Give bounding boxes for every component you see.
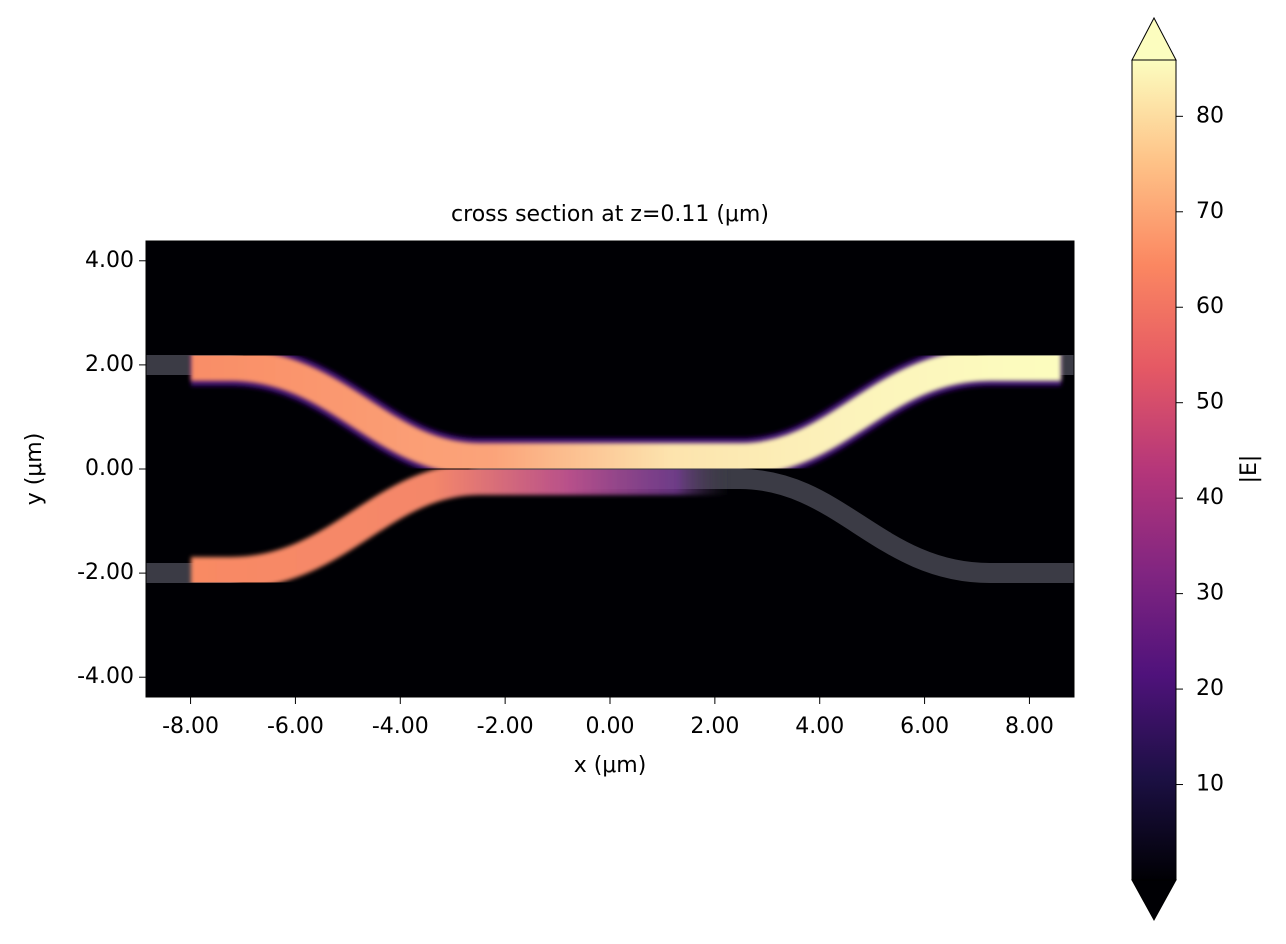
y-tick-label: 4.00 — [85, 248, 134, 273]
colorbar-tick-label: 30 — [1196, 581, 1224, 606]
colorbar-tick-label: 20 — [1196, 676, 1224, 701]
colorbar-tick-label: 10 — [1196, 772, 1224, 797]
x-tick-label: 2.00 — [690, 714, 739, 739]
colorbar-tick-label: 40 — [1196, 485, 1224, 510]
colorbar-tick-label: 60 — [1196, 294, 1224, 319]
y-axis-label: y (μm) — [22, 433, 47, 506]
x-tick-label: 0.00 — [586, 714, 635, 739]
field-lower — [191, 463, 730, 589]
x-tick-label: 6.00 — [900, 714, 949, 739]
x-axis-label: x (μm) — [574, 753, 647, 778]
x-tick-label: 4.00 — [795, 714, 844, 739]
chart-title: cross section at z=0.11 (μm) — [451, 202, 769, 227]
colorbar-tick-label: 50 — [1196, 390, 1224, 415]
x-tick-label: -8.00 — [162, 714, 219, 739]
field-image — [146, 241, 1074, 697]
colorbar-extend-min — [1131, 879, 1177, 922]
field-upper — [191, 349, 1061, 475]
colorbar-tick-label: 80 — [1196, 103, 1224, 128]
x-tick-label: -6.00 — [267, 714, 324, 739]
x-tick-label: 8.00 — [1005, 714, 1054, 739]
colorbar-extend-max — [1131, 16, 1177, 61]
y-tick-label: -2.00 — [77, 560, 134, 585]
x-tick-label: -2.00 — [477, 714, 534, 739]
colorbar-label: |E| — [1237, 455, 1262, 484]
y-tick-label: 0.00 — [85, 456, 134, 481]
colorbar — [1131, 59, 1177, 881]
y-tick-label: -4.00 — [77, 664, 134, 689]
x-tick-label: -4.00 — [372, 714, 429, 739]
y-tick-label: 2.00 — [85, 352, 134, 377]
colorbar-tick-label: 70 — [1196, 199, 1224, 224]
